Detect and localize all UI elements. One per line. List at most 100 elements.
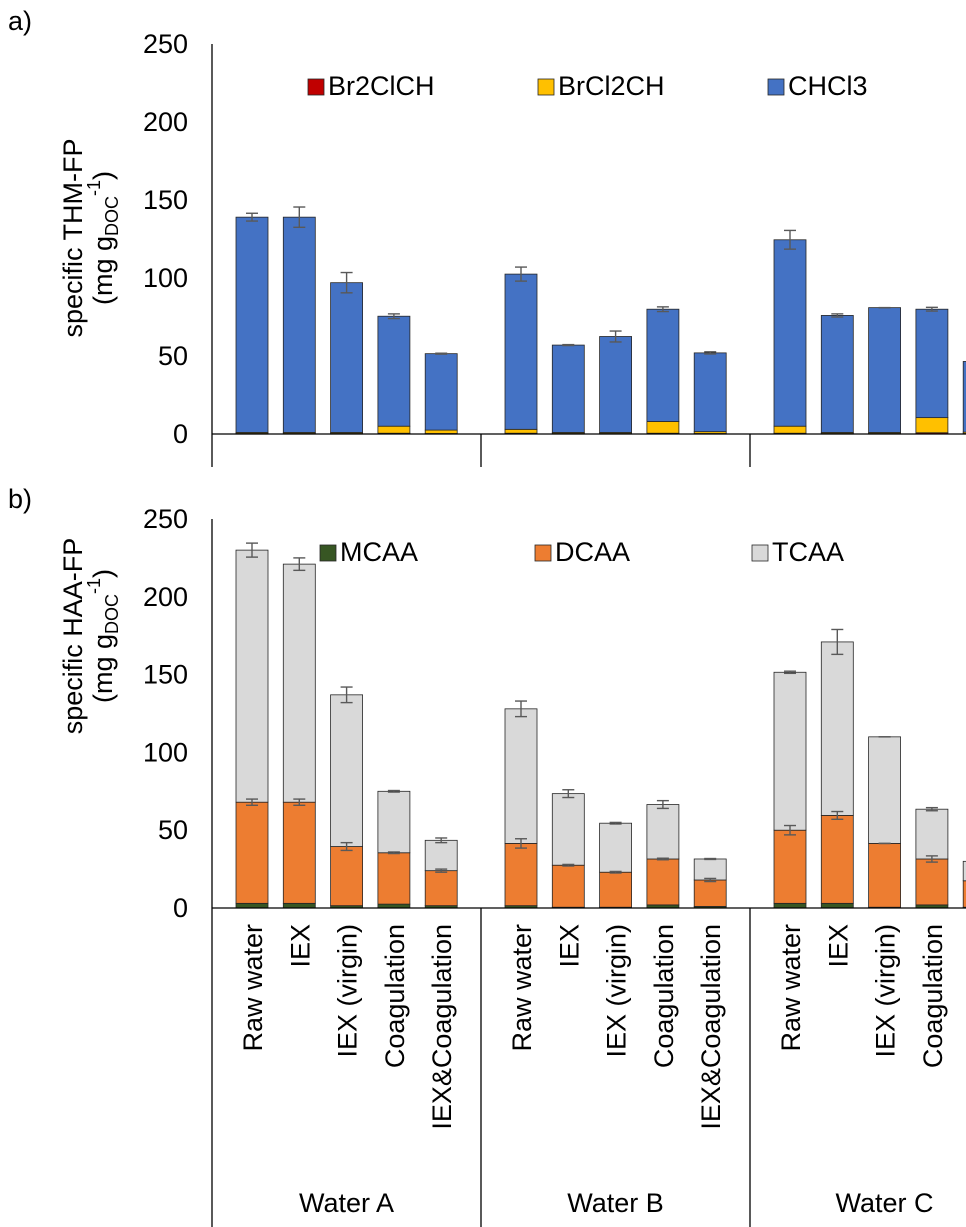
panel-b-bar-water-b-iex-virgin-dcaa-error-bar [609,870,622,874]
panel-a-bar-water-a-iex-error-bar [293,206,306,229]
panel-a-bar-water-a-coagulation-brcl2ch [377,425,411,434]
panel-a-bar-water-a-iex-coagulation-brcl2ch [424,429,458,434]
panel-b-bar-water-c-iex-tcaa [820,641,854,816]
panel-a-bar-water-c-iex-coagulation-brcl2ch [962,431,966,434]
panel-b-bar-water-a-iex-virgin-error-bar [340,686,353,704]
panel-a-legend-label-brcl2ch: BrCl2CH [558,71,665,101]
panel-b-bar-water-b-iex-dcaa [551,864,585,908]
panel-b-bar-water-b-iex-virgin-tcaa [599,822,632,873]
panel-b-bar-water-a-coagulation-error-bar [387,789,400,793]
panel-b-legend-label-tcaa: TCAA [772,537,844,567]
panel-b-axes [211,519,966,1227]
panel-b-group-label-water-a: Water A [299,1188,394,1218]
panel-a-bar-water-b-iex-coagulation-error-bar [704,351,717,355]
panel-b-bar-water-b-iex-coagulation-error-bar [704,857,717,861]
panel-b-bar-water-b-raw-water-error-bar [515,700,527,718]
panel-b-bar-water-a-iex-error-bar [293,557,306,572]
panel-b-x-tick-water-c-raw-water: Raw water [776,924,806,1052]
panel-b-y-axis-title: specific HAA-FP (mg gDOC-1) [58,538,122,735]
panel-b-legend-swatch-tcaa [751,544,769,562]
panel-a-legend-label-br2clch: Br2ClCH [328,71,435,101]
panel-a-legend-swatch-br2clch [307,78,325,96]
panel-b-legend: MCAA DCAA TCAA [319,537,844,567]
panel-a-bar-water-b-iex-virgin-error-bar [609,330,622,343]
panel-b-x-tick-water-a-iex-virgin: IEX (virgin) [333,924,363,1058]
panel-a-bar-water-a-iex-virgin-error-bar [340,271,353,294]
panel-a-bar-water-a-iex-chcl3 [282,216,316,433]
panel-b-bar-water-b-coagulation-dcaa-error-bar [656,857,669,861]
panel-b-y-tick-100: 100 [143,737,188,767]
panel-b-bar-water-a-raw-water-mcaa [235,902,269,909]
panel-b-bar-water-c-raw-water-mcaa [773,902,807,909]
panel-b-bar-water-a-iex-virgin-tcaa [330,694,364,847]
panel-b-bar-water-c-coagulation-dcaa-error-bar [925,855,938,863]
panel-a-y-tick-250: 250 [143,29,188,59]
panel-b-y-tick-labels: 0 50 100 150 200 250 [143,504,188,923]
panel-b-bar-water-a-raw-water-tcaa [235,549,269,803]
panel-a-bar-water-c-iex-error-bar [831,313,844,318]
panel-b-x-tick-water-a-raw-water: Raw water [238,924,268,1052]
panel-b-x-tick-water-b-coagulation: Coagulation [649,924,679,1068]
panel-b-legend-label-dcaa: DCAA [555,537,630,567]
panel-a-legend-swatch-brcl2ch [537,78,555,96]
panel-b-bar-water-c-raw-water-dcaa [773,829,807,904]
panel-b-y-axis-title-line2: (mg gDOC-1) [84,569,122,703]
panel-b-bar-water-c-coagulation-dcaa [915,858,949,906]
panel-b-bar-water-c-iex-virgin-tcaa [868,736,901,844]
panel-b-legend-swatch-dcaa [534,544,552,562]
panel-b-bar-water-b-raw-water-dcaa-error-bar [515,838,527,849]
panel-b-y-tick-200: 200 [143,582,188,612]
panel-a-bar-water-b-coagulation-brcl2ch [646,421,680,434]
panel-a-bar-water-a-coagulation-chcl3 [377,315,411,427]
panel-b-bar-water-b-iex-virgin-dcaa [599,871,632,908]
panel-a-legend: Br2ClCH BrCl2CH CHCl3 [307,71,868,101]
panel-b-bar-water-a-coagulation-dcaa-error-bar [387,851,400,855]
panel-b-bars [235,542,966,909]
panel-a-bar-water-b-coagulation-chcl3 [646,308,680,422]
panel-a-bar-water-a-coagulation-error-bar [387,313,400,320]
panel-b-bar-water-b-iex-coagulation-dcaa [693,879,727,907]
panel-a-bar-water-c-coagulation-brcl2ch [915,417,949,434]
panel-b-bar-water-b-coagulation-tcaa [646,804,680,860]
panel-b-bar-water-b-iex-tcaa [551,793,585,866]
panel-b-bar-water-a-raw-water-dcaa-error-bar [246,798,258,807]
panel-b-bar-water-a-coagulation-dcaa [377,852,411,905]
panel-a-bar-water-c-raw-water-error-bar [784,229,796,250]
panel-b-x-tick-water-c-iex: IEX [823,924,853,968]
panel-b-bar-water-c-iex-dcaa-error-bar [831,810,844,821]
panel-b-x-tick-water-b-raw-water: Raw water [507,924,537,1052]
panel-a-bars [235,206,966,435]
panel-b-y-tick-150: 150 [143,660,188,690]
panel-b-bar-water-a-iex-coagulation-dcaa-error-bar [435,868,448,873]
panel-b-x-tick-water-b-iex-coagulation: IEX&Coagulation [696,924,726,1130]
panel-a-y-tick-150: 150 [143,185,188,215]
panel-b-bar-water-a-iex-coagulation-dcaa [424,870,458,907]
panel-a-bar-water-b-iex-chcl3 [551,344,585,433]
panel-a-bar-water-c-iex-virgin-chcl3 [868,307,901,433]
panel-a-bar-water-c-raw-water-brcl2ch [773,425,807,434]
panel-b-bar-water-c-iex-dcaa [820,815,854,904]
panel-b-x-tick-water-c-iex-virgin: IEX (virgin) [871,924,901,1058]
panel-b-x-tick-water-b-iex-virgin: IEX (virgin) [602,924,632,1058]
panel-b-bar-water-a-iex-coagulation-tcaa [424,839,458,872]
panel-a-thm-chart: a) specific THM-FP (mg gDOC-1) 0 50 100 150… [8,6,966,467]
panel-a-bar-water-a-iex-virgin-chcl3 [330,282,364,433]
panel-b-bar-water-a-raw-water-dcaa [235,801,269,904]
panel-b-bar-water-c-iex-virgin-dcaa [868,843,901,908]
panel-b-legend-label-mcaa: MCAA [340,537,418,567]
panel-a-y-axis-title: specific THM-FP (mg gDOC-1) [58,138,122,337]
panel-b-group-label-water-b: Water B [567,1188,664,1218]
panel-a-bar-water-c-coagulation-error-bar [925,306,938,312]
panel-a-bar-water-b-iex-coagulation-chcl3 [693,352,727,433]
panel-b-bar-water-c-iex-error-bar [831,628,844,656]
panel-a-y-axis-title-line1: specific THM-FP [58,138,88,337]
panel-a-label: a) [8,6,32,36]
panel-b-group-label-water-c: Water C [835,1188,933,1218]
panel-b-bar-water-c-raw-water-tcaa [773,671,807,831]
panel-a-bar-water-b-raw-water-error-bar [515,266,527,282]
panel-b-x-axis-labels: Raw water IEX IEX (virgin) Coagulation IEX&C… [238,924,966,1218]
panel-b-bar-water-b-iex-coagulation-dcaa-error-bar [704,877,717,883]
panel-a-y-tick-200: 200 [143,107,188,137]
panel-b-bar-water-b-iex-virgin-error-bar [609,821,622,825]
panel-b-bar-water-a-coagulation-tcaa [377,790,411,854]
